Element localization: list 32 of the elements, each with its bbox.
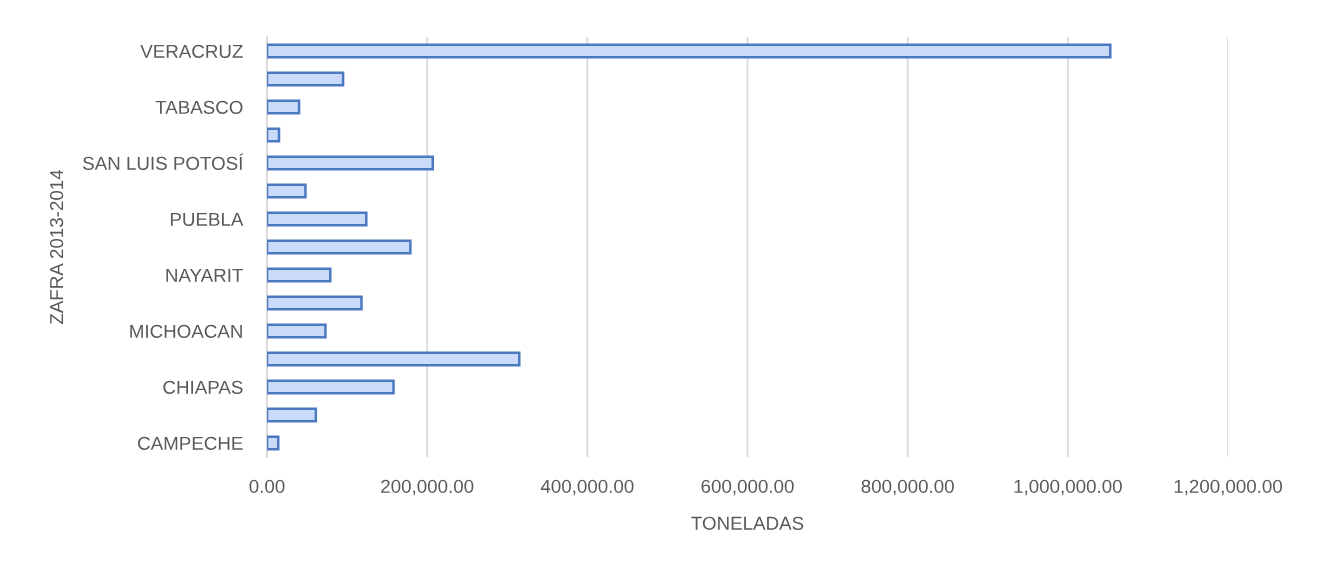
y-tick-label: TABASCO: [155, 100, 243, 114]
y-tick-label: MICHOACAN: [130, 324, 242, 338]
bar: [267, 267, 332, 283]
x-tick-label: 1,000,000.00: [1014, 479, 1122, 496]
y-axis-title: ZAFRA 2013-2014: [49, 169, 64, 325]
bar: [267, 183, 307, 199]
y-tick-label: NAYARIT: [166, 268, 243, 282]
x-tick-label: 200,000.00: [381, 479, 474, 496]
bar: [267, 407, 318, 423]
bar: [267, 99, 301, 115]
x-tick-label: 1,200,000.00: [1174, 479, 1283, 496]
x-tick-label: 400,000.00: [540, 479, 634, 496]
bar: [267, 323, 327, 339]
x-tick-label: 0.00: [249, 479, 285, 493]
bar: [267, 127, 281, 143]
bar: [267, 435, 280, 451]
bar: [267, 239, 412, 255]
bar: [267, 351, 521, 367]
y-tick-label: SAN LUIS POTOSÍ: [83, 153, 244, 170]
bar: [267, 155, 435, 171]
bar: [267, 211, 368, 227]
bar: [267, 379, 395, 395]
x-tick-label: 600,000.00: [701, 479, 794, 496]
y-tick-label: PUEBLA: [170, 212, 244, 226]
y-tick-label: VERACRUZ: [140, 44, 243, 58]
y-tick-label: CAMPECHE: [138, 436, 243, 450]
x-axis-title: TONELADAS: [691, 516, 804, 530]
bar: [267, 43, 1112, 59]
x-tick-label: 800,000.00: [861, 479, 954, 496]
bar: [267, 71, 345, 87]
y-tick-label: CHIAPAS: [163, 380, 243, 394]
bar: [267, 295, 363, 311]
